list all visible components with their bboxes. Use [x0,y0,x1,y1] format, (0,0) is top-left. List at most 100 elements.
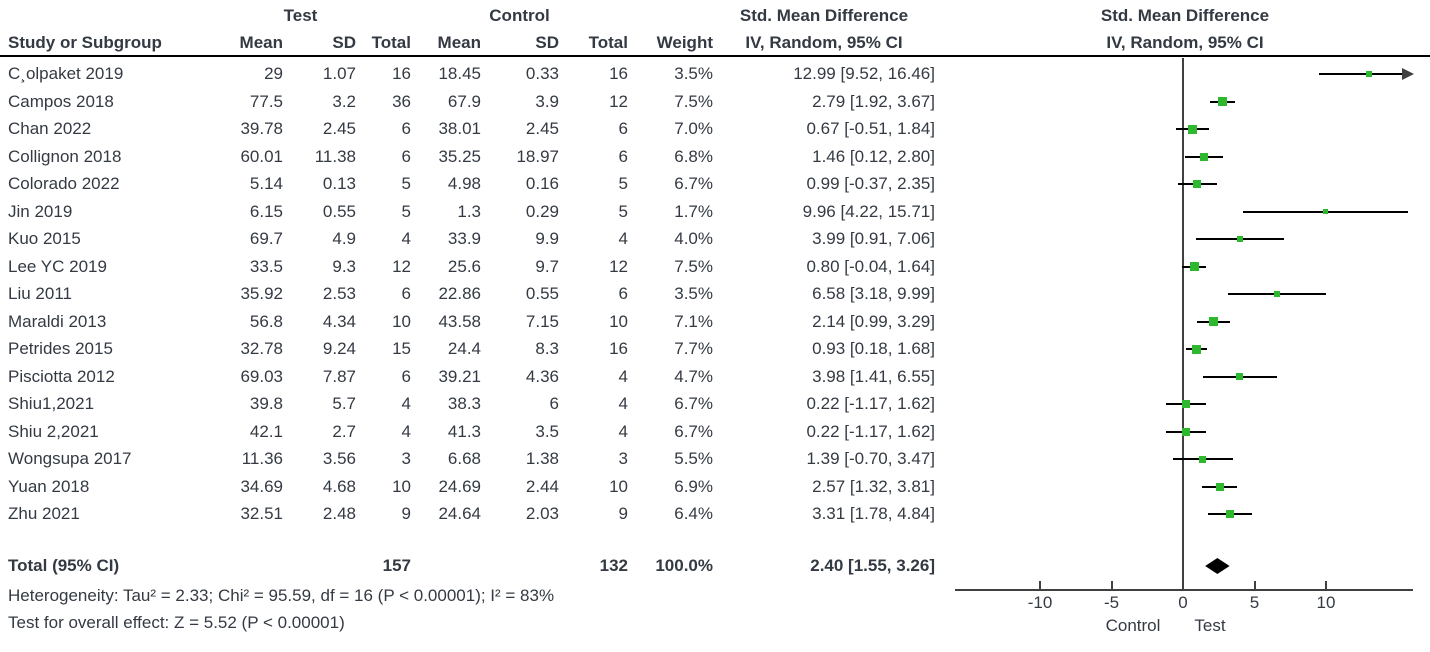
point-estimate-marker [1218,97,1228,106]
cell-t_mean: 39.78 [240,119,283,139]
cell-t_total: 15 [392,339,411,359]
cell-t_mean: 34.69 [240,476,283,496]
table-row: Pisciotta 2012 69.03 7.87 6 39.21 4.36 4 4.7% 3.… [0,363,940,391]
cell-c_mean: 38.3 [447,394,481,414]
cell-c_mean: 39.21 [438,366,481,386]
cell-weight: 6.4% [674,504,713,524]
cell-study: Colorado 2022 [8,174,120,194]
axis-tick-label: -10 [1027,593,1053,612]
cell-t_sd: 2.7 [332,421,356,441]
cell-t_sd: 5.7 [332,394,356,414]
cell-t_mean: 29 [264,64,283,84]
cell-t_mean: 32.51 [240,504,283,524]
header-divider [0,55,1430,57]
cell-t_sd: 3.2 [332,91,356,111]
cell-c_sd: 0.29 [525,201,559,221]
cell-study: Maraldi 2013 [8,311,107,331]
cell-study: Liu 2011 [8,284,72,304]
cell-t_sd: 7.87 [322,366,356,386]
cell-c_mean: 67.9 [447,91,481,111]
forest-plot-panel: -10 -5 0 5 10 Control Test [940,0,1430,652]
point-estimate-marker [1182,400,1191,408]
cell-t_total: 4 [401,394,411,414]
cell-ci_text: 0.67 [-0.51, 1.84] [806,119,935,139]
cell-t_total: 4 [401,229,411,249]
ci-arrow-right-icon [1402,68,1414,80]
cell-t_mean: 6.15 [249,201,283,221]
column-group-control: Control [489,6,550,25]
cell-t_mean: 33.5 [249,256,283,276]
table-row: Yuan 2018 34.69 4.68 10 24.69 2.44 10 6.9% 2.57 … [0,473,940,501]
point-estimate-marker [1236,373,1244,380]
cell-t_mean: 42.1 [249,421,283,441]
point-estimate-marker [1188,124,1198,134]
col-header-control-sd: SD [535,33,559,52]
table-row: Collignon 2018 60.01 11.38 6 35.25 18.97 6 6.8%… [0,143,940,171]
total-control-n: 132 [599,556,628,575]
x-axis-line [955,589,1413,591]
cell-t_sd: 11.38 [314,146,356,166]
cell-t_mean: 77.5 [249,91,283,111]
cell-t_mean: 56.8 [249,311,283,331]
cell-c_mean: 41.3 [447,421,481,441]
cell-c_total: 16 [609,64,628,84]
cell-study: Collignon 2018 [8,146,122,166]
cell-c_mean: 38.01 [438,119,481,139]
point-estimate-marker [1189,262,1199,271]
table-row: Kuo 2015 69.7 4.9 4 33.9 9.9 4 4.0% 3.99 [0.91, … [0,225,940,253]
total-label: Total (95% CI) [8,556,120,575]
cell-weight: 7.5% [674,256,713,276]
cell-t_mean: 35.92 [240,284,283,304]
cell-c_sd: 0.33 [525,64,559,84]
table-row: Campos 2018 77.5 3.2 36 67.9 3.9 12 7.5% 2.79 [1… [0,88,940,116]
cell-c_sd: 6 [549,394,559,414]
axis-tick-label: 10 [1316,593,1336,612]
cell-t_sd: 2.48 [322,504,356,524]
cell-t_mean: 69.03 [240,366,283,386]
cell-weight: 1.7% [674,201,713,221]
cell-ci_text: 0.99 [-0.37, 2.35] [806,174,935,194]
cell-t_total: 6 [401,146,411,166]
cell-c_total: 6 [618,146,628,166]
cell-t_total: 10 [392,311,411,331]
point-estimate-marker [1209,317,1219,326]
cell-study: Shiu 2,2021 [8,421,99,441]
cell-t_mean: 11.36 [241,449,283,469]
table-row: Lee YC 2019 33.5 9.3 12 25.6 9.7 12 7.5% 0.80 [-… [0,253,940,281]
cell-t_mean: 60.01 [240,146,283,166]
cell-c_mean: 43.58 [438,311,481,331]
cell-t_sd: 1.07 [322,64,356,84]
total-row: Total (95% CI) 157 132 100.0% 2.40 [1.55… [0,552,940,580]
point-estimate-marker [1199,455,1207,463]
table-row: Colorado 2022 5.14 0.13 5 4.98 0.16 5 6.7% 0.99 … [0,170,940,198]
point-estimate-marker [1182,427,1191,436]
cell-ci_text: 2.79 [1.92, 3.67] [812,91,935,111]
cell-c_sd: 3.9 [535,91,559,111]
cell-study: Wongsupa 2017 [8,449,132,469]
cell-c_total: 12 [609,256,628,276]
point-estimate-marker [1237,236,1244,242]
axis-tick-label: 5 [1249,593,1260,612]
zero-reference-line [1182,58,1184,591]
cell-weight: 4.0% [674,229,713,249]
cell-weight: 3.5% [674,64,713,84]
cell-t_mean: 69.7 [249,229,283,249]
cell-ci_text: 9.96 [4.22, 15.71] [802,201,935,221]
cell-c_total: 3 [618,449,628,469]
cell-c_mean: 4.98 [447,174,481,194]
cell-c_mean: 1.3 [457,201,481,221]
cell-t_total: 4 [401,421,411,441]
x-axis-label-control: Control [1105,616,1161,635]
cell-c_mean: 18.45 [438,64,481,84]
cell-t_sd: 4.34 [322,311,356,331]
cell-c_mean: 25.6 [447,256,481,276]
cell-c_mean: 24.64 [438,504,481,524]
cell-c_total: 12 [609,91,628,111]
cell-t_total: 16 [392,64,411,84]
col-header-test-sd: SD [332,33,356,52]
table-row: Wongsupa 2017 11.36 3.56 3 6.68 1.38 3 5.5% 1.39… [0,445,940,473]
cell-t_sd: 9.3 [332,256,356,276]
axis-tick-label: 0 [1178,593,1188,612]
axis-tick [1325,581,1327,590]
cell-study: Zhu 2021 [8,504,80,524]
